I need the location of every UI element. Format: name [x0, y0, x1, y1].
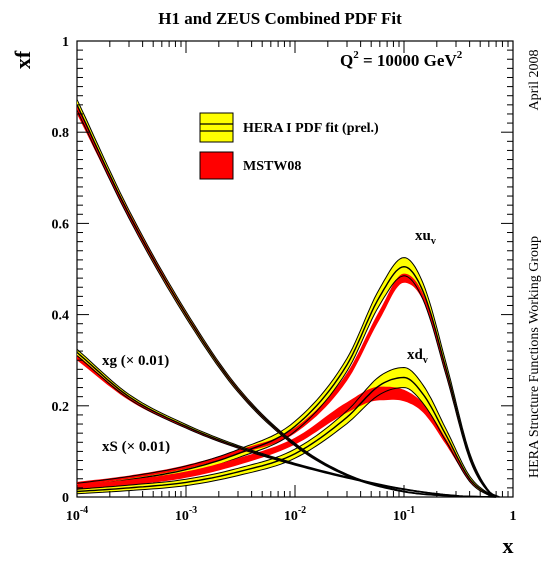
group-note: HERA Structure Functions Working Group — [527, 236, 542, 478]
hera-upper-line-1 — [76, 366, 500, 498]
hera-central-line-2 — [76, 351, 497, 498]
legend-label-hera: HERA I PDF fit (prel.) — [243, 121, 379, 136]
hera-central-line-0 — [76, 265, 500, 498]
x-axis-label: x — [503, 533, 514, 558]
legend-swatch-hera — [199, 112, 234, 143]
hera-central-line-1 — [76, 376, 500, 498]
y-tick-label: 0.2 — [52, 400, 70, 415]
legend-item-mstw: MSTW08 — [199, 151, 301, 180]
y-tick-label: 0.4 — [52, 309, 70, 324]
legend: HERA I PDF fit (prel.) MSTW08 — [199, 112, 379, 180]
legend-item-hera: HERA I PDF fit (prel.) — [199, 112, 379, 143]
y-tick-label: 0 — [62, 491, 69, 506]
ticks-layer: 0 0.2 0.4 0.6 0.8 1 10-4 10-3 10-2 10-1 1 — [52, 35, 517, 524]
y-tick-label: 0.8 — [52, 126, 70, 141]
y-tick-label: 0.6 — [52, 217, 70, 232]
x-tick-label: 10-4 — [66, 505, 88, 524]
scale-label: Q2 = 10000 GeV2 — [340, 49, 463, 70]
mstw-band-1 — [77, 386, 500, 497]
hera-central-line-3 — [76, 104, 497, 498]
x-tick-label: 1 — [510, 509, 517, 524]
x-tick-label: 10-1 — [393, 505, 415, 524]
curve-label-xs: xS (× 0.01) — [102, 439, 170, 455]
x-tick-label: 10-3 — [175, 505, 197, 524]
series-2 — [76, 348, 497, 498]
hera-lower-line-0 — [76, 275, 500, 498]
chart-title: H1 and ZEUS Combined PDF Fit — [158, 9, 402, 28]
series-layer — [76, 99, 500, 498]
date-note: April 2008 — [527, 49, 542, 110]
legend-label-mstw: MSTW08 — [243, 159, 301, 174]
curve-label-xdv: xdv — [407, 347, 428, 366]
y-tick-label: 1 — [62, 35, 69, 50]
curve-label-xg: xg (× 0.01) — [102, 353, 169, 369]
curve-label-xuv: xuv — [415, 228, 436, 247]
legend-swatch-mstw — [199, 151, 234, 180]
series-3 — [76, 99, 497, 498]
hera-upper-line-0 — [76, 257, 500, 498]
y-axis-label: xf — [10, 50, 35, 69]
x-tick-label: 10-2 — [284, 505, 306, 524]
